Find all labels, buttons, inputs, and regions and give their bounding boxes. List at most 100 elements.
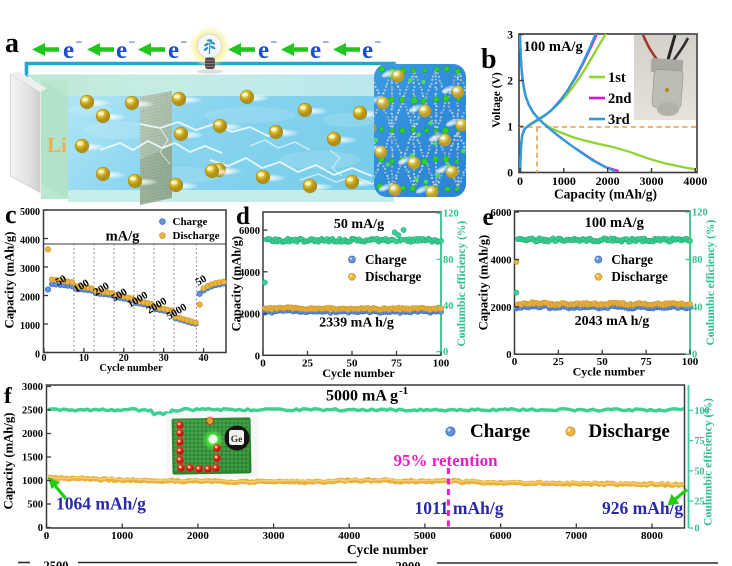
- svg-text:2000: 2000: [596, 174, 620, 188]
- svg-text:Charge: Charge: [611, 252, 653, 267]
- svg-text:Charge: Charge: [365, 252, 407, 267]
- svg-text:Cycle number: Cycle number: [99, 363, 163, 374]
- svg-text:1011 mAh/g: 1011 mAh/g: [415, 498, 504, 518]
- svg-text:e: e: [168, 37, 179, 64]
- svg-text:e: e: [362, 37, 373, 64]
- svg-text:Coulumbic efficiency (%): Coulumbic efficiency (%): [705, 220, 717, 346]
- svg-text:Coulumbic efficiency (%): Coulumbic efficiency (%): [456, 221, 468, 347]
- svg-text:1: 1: [507, 122, 513, 134]
- svg-text:2000: 2000: [239, 310, 260, 321]
- svg-text:Voltage (V): Voltage (V): [491, 72, 503, 128]
- svg-text:0: 0: [692, 350, 697, 361]
- svg-text:2500: 2500: [22, 406, 43, 417]
- svg-text:30: 30: [159, 353, 169, 364]
- svg-text:Capacity (mAh/g): Capacity (mAh/g): [477, 235, 491, 330]
- svg-text:Discharge: Discharge: [611, 269, 668, 284]
- svg-text:2000: 2000: [20, 293, 40, 304]
- svg-text:−: −: [375, 35, 382, 49]
- svg-text:3000: 3000: [639, 174, 663, 188]
- svg-text:40: 40: [443, 301, 454, 312]
- svg-text:0: 0: [695, 524, 700, 535]
- svg-text:3: 3: [507, 30, 513, 42]
- svg-text:Capacity (mAh/g): Capacity (mAh/g): [3, 232, 17, 329]
- svg-text:2000: 2000: [491, 303, 512, 314]
- svg-text:Cycle number: Cycle number: [347, 542, 428, 557]
- svg-text:−: −: [323, 35, 330, 49]
- svg-text:0: 0: [38, 523, 43, 534]
- svg-text:Capacity (mAh/g): Capacity (mAh/g): [230, 236, 244, 331]
- svg-text:3rd: 3rd: [608, 112, 630, 128]
- svg-text:95% retention: 95% retention: [394, 451, 499, 470]
- svg-text:3000: 3000: [22, 382, 43, 393]
- svg-text:Ge: Ge: [231, 435, 243, 445]
- svg-text:5000 mA g: 5000 mA g: [326, 388, 398, 405]
- svg-text:Cycle number: Cycle number: [573, 365, 646, 379]
- svg-text:8000: 8000: [641, 530, 664, 542]
- svg-text:1000: 1000: [22, 476, 43, 487]
- svg-text:100 mA/g: 100 mA/g: [524, 39, 584, 55]
- svg-text:b: b: [481, 44, 497, 75]
- svg-text:4000: 4000: [491, 255, 512, 266]
- svg-text:50: 50: [695, 466, 705, 477]
- svg-text:f: f: [4, 383, 12, 408]
- svg-text:−: −: [129, 35, 136, 49]
- svg-text:2500: 2500: [44, 559, 69, 566]
- svg-text:mA/g: mA/g: [106, 229, 141, 245]
- svg-text:e: e: [63, 37, 74, 64]
- svg-text:e: e: [310, 37, 321, 64]
- svg-text:80: 80: [692, 255, 703, 266]
- svg-text:−: −: [76, 35, 83, 49]
- svg-text:1064 mAh/g: 1064 mAh/g: [56, 494, 146, 514]
- svg-text:3000: 3000: [263, 530, 286, 542]
- svg-text:100: 100: [433, 357, 450, 369]
- svg-text:5000: 5000: [20, 207, 40, 218]
- svg-text:4000: 4000: [683, 174, 707, 188]
- svg-text:Discharge: Discharge: [589, 421, 670, 442]
- svg-text:1000: 1000: [111, 530, 134, 542]
- svg-text:6000: 6000: [491, 208, 512, 219]
- svg-text:0: 0: [506, 350, 511, 361]
- svg-text:2043 mA h/g: 2043 mA h/g: [575, 314, 650, 329]
- svg-text:2000: 2000: [187, 530, 210, 542]
- svg-text:120: 120: [443, 209, 459, 220]
- svg-text:2: 2: [507, 76, 513, 88]
- svg-text:4000: 4000: [20, 236, 40, 247]
- svg-text:0: 0: [255, 351, 260, 362]
- svg-text:75: 75: [641, 356, 653, 368]
- svg-text:c: c: [5, 200, 17, 229]
- svg-text:Coulumbic efficiency (%): Coulumbic efficiency (%): [702, 398, 715, 526]
- svg-text:80: 80: [443, 255, 454, 266]
- svg-text:10: 10: [79, 353, 89, 364]
- svg-text:−: −: [271, 35, 278, 49]
- svg-text:926 mAh/g: 926 mAh/g: [602, 498, 683, 518]
- svg-text:0: 0: [44, 530, 50, 542]
- svg-text:25: 25: [553, 356, 565, 368]
- svg-text:1st: 1st: [608, 70, 626, 86]
- svg-text:e: e: [483, 204, 494, 231]
- svg-text:50 mA/g: 50 mA/g: [334, 217, 384, 232]
- svg-text:-1: -1: [399, 385, 408, 397]
- svg-text:Capacity (mAh/g): Capacity (mAh/g): [554, 187, 657, 202]
- svg-text:100: 100: [695, 406, 710, 417]
- svg-text:Discharge: Discharge: [173, 230, 220, 242]
- svg-text:Charge: Charge: [173, 216, 208, 228]
- svg-text:40: 40: [692, 302, 703, 313]
- svg-text:Discharge: Discharge: [365, 269, 422, 284]
- svg-text:e: e: [258, 37, 269, 64]
- svg-text:Charge: Charge: [470, 421, 530, 442]
- svg-text:20: 20: [119, 353, 129, 364]
- svg-text:25: 25: [695, 497, 705, 508]
- svg-text:a: a: [5, 28, 19, 59]
- svg-text:50: 50: [193, 273, 208, 289]
- svg-text:d: d: [236, 203, 250, 230]
- svg-text:4000: 4000: [239, 268, 260, 279]
- svg-text:6000: 6000: [239, 226, 260, 237]
- svg-text:50: 50: [347, 357, 359, 369]
- svg-text:0: 0: [42, 353, 47, 364]
- svg-text:2nd: 2nd: [608, 91, 631, 107]
- svg-text:0: 0: [512, 356, 518, 368]
- svg-text:4000: 4000: [338, 530, 361, 542]
- svg-text:50: 50: [53, 273, 68, 289]
- svg-text:100 mA/g: 100 mA/g: [585, 215, 645, 231]
- svg-text:2000: 2000: [22, 429, 43, 440]
